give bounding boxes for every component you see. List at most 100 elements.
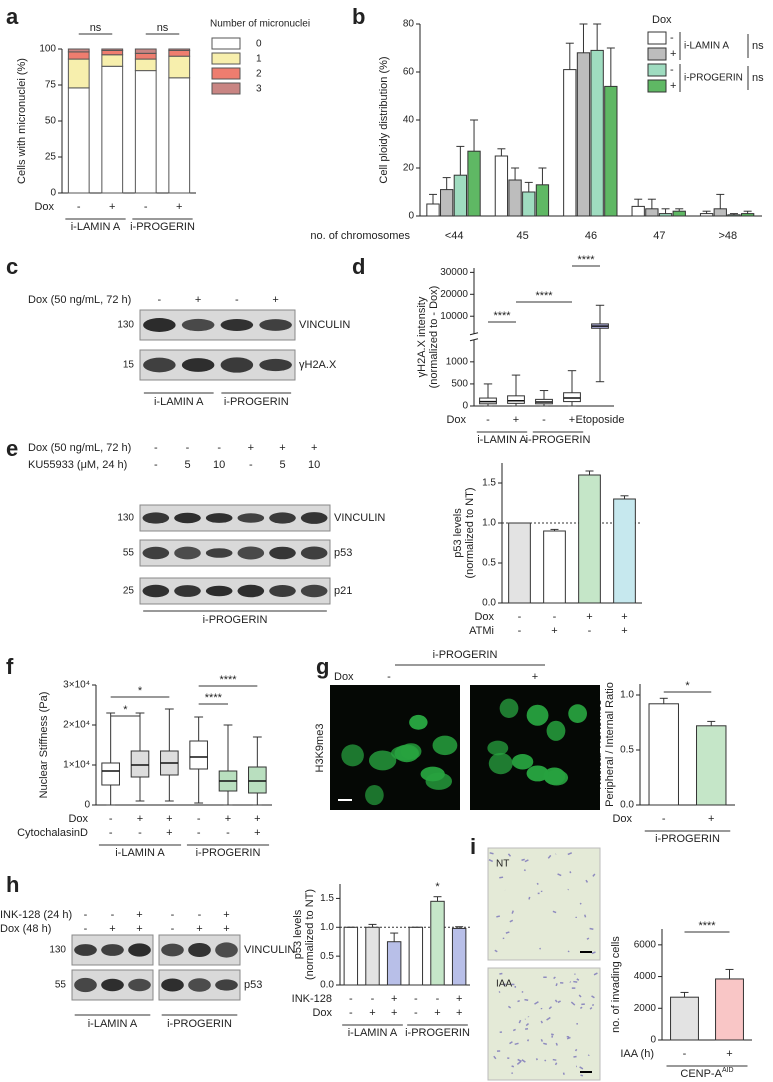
y-tick-label: 500 [451,379,468,390]
invading-cell [578,994,582,998]
bar-segment [168,49,191,57]
y-tick-label: 0 [462,401,468,412]
row-value: + [391,1007,397,1019]
bar [440,189,454,217]
y-tick-label: 0 [650,1035,656,1046]
invading-cell [511,910,514,914]
y-tick-label: 30000 [440,267,468,278]
nucleus [499,698,519,719]
nucleus [432,735,458,756]
invading-cell [557,873,562,877]
bar-segment [168,77,191,194]
invading-cell [524,859,529,863]
row-value: + [621,611,627,623]
invading-cell [591,951,596,955]
invading-cell [517,1058,522,1063]
blot-target: γH2A.X [299,359,337,371]
box [563,392,581,403]
x-tick-label: 47 [653,230,665,242]
panel-letter: h [6,872,19,897]
group-label: i-LAMIN A [88,1018,138,1030]
bar [494,155,509,217]
group-superscript: AID [722,1067,734,1074]
invading-cell [554,999,558,1003]
blot-condition-value: + [223,909,229,921]
invading-cell [584,914,587,918]
blot-condition-value: - [235,294,239,306]
y-tick-label: 0.5 [620,745,634,756]
blot-target: VINCULIN [334,512,385,524]
blot-target: VINCULIN [244,944,295,956]
box [248,766,267,794]
invading-cell [566,1036,571,1040]
blot-target: p53 [244,979,262,991]
legend-swatch [647,47,667,61]
micrograph-label: NT [496,859,509,870]
blot-condition-value: 10 [308,459,320,471]
invading-cell [517,1000,520,1003]
group-label: i-LAMIN A [477,434,527,446]
legend-swatch [211,67,241,80]
bar [386,941,402,986]
row-value: - [197,813,201,825]
blot-band [101,978,124,992]
invading-cell [493,1055,497,1060]
nucleus [400,743,422,760]
bar [578,474,601,604]
invading-cell [562,1072,565,1075]
row-value: - [144,201,148,213]
bar [670,996,699,1041]
blot-condition-value: - [171,923,175,935]
invading-cell [507,1005,512,1009]
blot-condition-value: - [84,923,88,935]
bar-segment [134,48,157,54]
blot-marker: 55 [55,980,67,991]
nucleus [546,720,566,741]
y-tick-label: 10000 [440,311,468,322]
invading-cell [589,927,594,930]
invading-cell [514,1042,519,1046]
bar-segment [134,52,157,60]
invading-cell [525,1022,530,1027]
invading-cell [570,1001,576,1006]
row-value: - [588,625,592,637]
row-label: Dox [34,201,54,213]
legend-group: i-PROGERIN [684,73,743,84]
y-tick-label: 20 [403,163,415,174]
row-value: + [434,1007,440,1019]
y-tick-label: 75 [45,80,57,91]
invading-cell [567,950,570,953]
bar [408,926,424,986]
row-value: + [369,1007,375,1019]
row-label: Dox [312,1007,332,1019]
group-label: CENP-AAID [680,1067,733,1080]
bar [467,150,481,217]
invading-cell [535,1058,538,1061]
blot-condition: KU55933 (μM, 24 h) [28,459,127,471]
invading-cell [553,976,556,980]
y-tick-label: 2×10⁴ [63,720,90,731]
row-label: Dox [612,813,632,825]
row-value: + [551,625,557,637]
blot-condition-value: + [195,294,201,306]
bar-segment [101,48,124,51]
bar [563,69,577,217]
invading-cell [546,1016,551,1021]
blot-band [174,546,201,560]
y-tick-label: 25 [45,152,57,163]
blot-condition-value: + [311,442,317,454]
nucleus [368,750,397,771]
blot-condition-value: + [196,923,202,935]
invading-cell [591,1003,595,1007]
row-label: Dox [68,813,88,825]
panel-letter: d [352,254,365,279]
blot-condition-value: + [223,923,229,935]
blot-band [143,357,176,373]
row-value: - [349,993,353,1005]
invading-cell [512,1028,516,1032]
row-value: + [569,414,575,426]
x-axis-label: no. of chromosomes [310,230,410,242]
blot-band [259,319,292,331]
blot-target: p21 [334,585,352,597]
row-value: + [456,993,462,1005]
